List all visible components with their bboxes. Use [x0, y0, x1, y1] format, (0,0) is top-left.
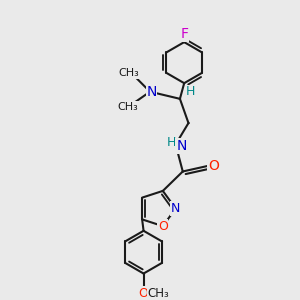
Text: CH₃: CH₃ — [148, 287, 169, 300]
Text: H: H — [167, 136, 176, 149]
Text: CH₃: CH₃ — [119, 68, 140, 78]
Text: O: O — [208, 159, 219, 173]
Text: O: O — [139, 287, 148, 300]
Text: N: N — [171, 202, 180, 215]
Text: CH₃: CH₃ — [117, 101, 138, 112]
Text: N: N — [176, 139, 187, 153]
Text: O: O — [158, 220, 168, 232]
Text: H: H — [186, 85, 195, 98]
Text: N: N — [146, 85, 157, 99]
Text: F: F — [180, 27, 188, 41]
